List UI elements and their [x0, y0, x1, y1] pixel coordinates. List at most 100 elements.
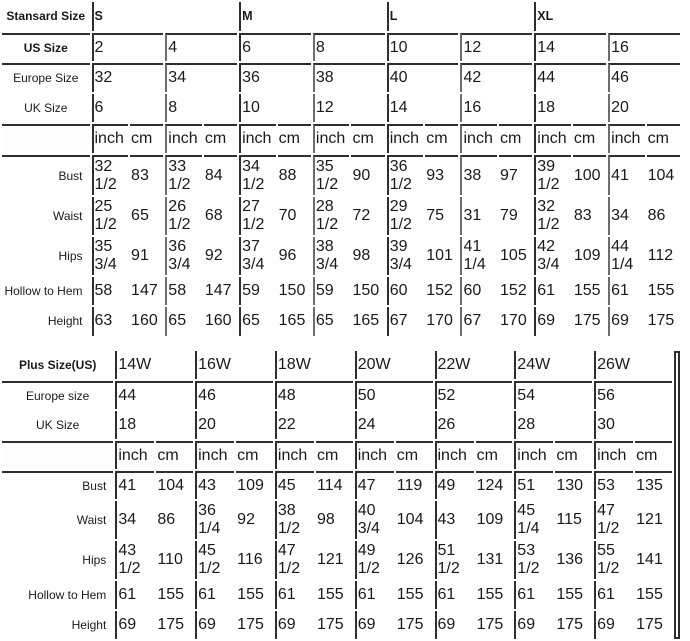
table-cell: 68 — [204, 206, 223, 224]
table-cell: 160 — [204, 312, 232, 330]
table-cell: 105 — [500, 246, 527, 264]
unit-cell-inch: inch — [274, 440, 314, 469]
table-cell: 12 — [460, 32, 533, 61]
unit-cell-cm: cm — [635, 440, 672, 469]
table-cell: 65 — [165, 307, 202, 336]
table-cell: 58 — [165, 276, 202, 305]
table-cell: 121 — [316, 550, 344, 568]
table-cell: 42 — [460, 63, 533, 92]
table-cell: 55 1/2 — [594, 540, 633, 579]
table-cell: 26 — [434, 410, 513, 439]
table-cell: 48 — [274, 380, 353, 409]
table-cell: 20 — [608, 93, 680, 122]
table-cell: 155 — [316, 585, 344, 603]
plus-row-europe-size: Europe size 44 46 48 50 52 54 56 — [2, 380, 680, 409]
table-cell: 26 1/2 — [165, 196, 202, 235]
table-cell: 49 — [434, 470, 474, 499]
table-cell: 150 — [352, 281, 380, 299]
row-label-hips: Hips — [58, 248, 83, 263]
table-cell: 18 — [534, 93, 606, 122]
table-cell: 109 — [236, 470, 273, 499]
plus-row-label-hips: Hips — [82, 552, 107, 567]
plus-row-waist: Waist 34 86 36 1/4 92 38 1/2 98 40 3/4 1… — [2, 500, 680, 539]
table-cell: 41 — [608, 154, 645, 195]
unit-cell-cm: cm — [499, 124, 533, 153]
table-cell: 10 — [386, 32, 459, 61]
standard-title-cell: Stansard Size — [6, 9, 86, 24]
table-cell: 61 — [594, 580, 633, 609]
unit-cell-inch: inch — [354, 440, 394, 469]
table-cell: 70 — [278, 206, 297, 224]
table-cell: 6 — [239, 32, 311, 61]
table-cell: 53 1/2 — [514, 540, 553, 579]
table-cell: 8 — [165, 93, 237, 122]
table-cell: 34 — [115, 500, 154, 539]
table-cell: 63 — [91, 307, 129, 336]
table-cell: 14 — [386, 93, 459, 122]
table-cell: 24 — [354, 410, 433, 439]
table-cell: 160 — [131, 312, 158, 330]
table-cell: 39 3/4 — [386, 236, 424, 275]
table-cell: 109 — [476, 510, 504, 528]
table-cell: 155 — [396, 585, 424, 603]
row-label-bust: Bust — [2, 154, 90, 195]
standard-size-table-body: Stansard Size S M L XL US Size 2 4 6 8 1… — [2, 2, 680, 336]
table-cell: 175 — [316, 615, 344, 633]
table-cell: 69 — [274, 610, 314, 639]
table-cell: 114 — [315, 470, 353, 499]
table-cell: 86 — [157, 510, 176, 528]
table-cell: 44 — [534, 63, 607, 92]
unit-cell-inch: inch — [460, 124, 498, 153]
size-chart-container: Stansard Size S M L XL US Size 2 4 6 8 1… — [2, 2, 680, 639]
unit-cell-inch: inch — [91, 124, 129, 153]
unit-cell-inch: inch — [594, 440, 634, 469]
standard-row-waist: Waist 25 1/2 65 26 1/2 68 27 1/2 70 28 1… — [2, 196, 680, 235]
plus-row-label-hollow-to-hem: Hollow to Hem — [28, 587, 107, 602]
table-cell: 8 — [312, 32, 385, 61]
table-cell: 130 — [555, 470, 593, 499]
table-cell: 104 — [156, 470, 194, 499]
table-cell: 98 — [316, 510, 335, 528]
table-cell: 165 — [352, 312, 380, 330]
table-cell: 60 — [386, 276, 424, 305]
table-cell: 34 — [608, 196, 645, 235]
table-cell: 69 — [195, 610, 234, 639]
table-cell: 45 — [274, 470, 314, 499]
plus-size-table: Plus Size(US) 14W 16W 18W 20W 22W 24W 26… — [0, 349, 682, 641]
table-cell: 43 — [434, 500, 474, 539]
table-cell: 47 1/2 — [594, 500, 633, 539]
standard-size-table: Stansard Size S M L XL US Size 2 4 6 8 1… — [2, 2, 680, 336]
row-label-hollow-to-hem: Hollow to Hem — [4, 283, 83, 298]
group-header-l: L — [386, 2, 533, 31]
unit-cell-cm: cm — [572, 124, 607, 153]
plus-row-hips: Hips 43 1/2 110 45 1/2 116 47 1/2 121 49… — [2, 540, 680, 579]
table-cell: 39 1/2 — [534, 154, 571, 195]
table-cell: 93 — [425, 154, 459, 195]
table-cell: 41 1/4 — [460, 236, 497, 275]
unit-cell-inch: inch — [165, 124, 202, 153]
table-cell: 175 — [556, 615, 584, 633]
plus-row-height: Height 69 175 69 175 69 175 69 175 69 17… — [2, 610, 680, 639]
table-cell: 155 — [647, 281, 675, 299]
table-cell: 83 — [130, 154, 164, 195]
table-cell: 61 — [608, 276, 645, 305]
table-cell: 58 — [91, 276, 129, 305]
table-cell: 61 — [115, 580, 154, 609]
table-cell: 69 — [594, 610, 633, 639]
table-cell: 72 — [352, 206, 371, 224]
table-cell: 47 1/2 — [274, 540, 314, 579]
table-cell: 147 — [204, 281, 232, 299]
table-cell: 155 — [476, 585, 504, 603]
table-cell: 45 1/4 — [514, 500, 553, 539]
table-cell: 36 1/4 — [195, 500, 234, 539]
table-cell: 36 — [239, 63, 311, 92]
unit-cell-inch: inch — [115, 440, 155, 469]
table-cell: 155 — [556, 585, 584, 603]
plus-unit-row-empty-label — [2, 440, 114, 469]
table-cell: 155 — [636, 585, 663, 603]
table-cell: 69 — [534, 307, 571, 336]
table-cell: 69 — [608, 307, 645, 336]
standard-row-hips: Hips 35 3/4 91 36 3/4 92 37 3/4 96 38 3/… — [2, 236, 680, 275]
table-cell: 42 3/4 — [534, 236, 571, 275]
table-cell: 86 — [647, 206, 666, 224]
